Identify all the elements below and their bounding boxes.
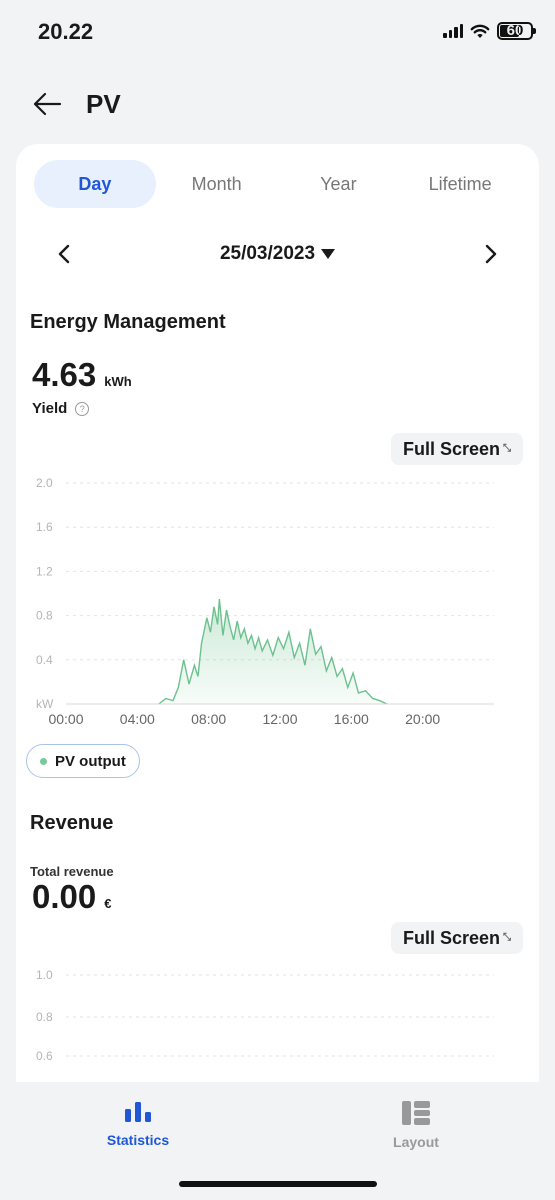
yield-unit: kWh	[104, 374, 132, 389]
statistics-card: Day Month Year Lifetime 25/03/2023 Energ…	[16, 144, 539, 1082]
date-picker[interactable]: 25/03/2023	[219, 243, 336, 265]
y-tick-label: 1.0	[36, 968, 53, 982]
revenue-title: Revenue	[30, 812, 114, 834]
x-tick-label: 16:00	[334, 711, 369, 727]
expand-icon: ⤡	[503, 932, 511, 943]
tab-lifetime[interactable]: Lifetime	[428, 173, 492, 194]
nav-layout-label: Layout	[393, 1134, 439, 1150]
x-tick-label: 04:00	[120, 711, 155, 727]
x-tick-label: 12:00	[262, 711, 297, 727]
fullscreen-label: Full Screen	[402, 438, 500, 459]
caret-down-icon	[321, 249, 336, 259]
yield-label: Yield	[32, 400, 68, 417]
revenue-fullscreen-label: Full Screen	[402, 927, 500, 948]
signal-icon	[443, 24, 463, 38]
tab-year[interactable]: Year	[320, 173, 357, 194]
x-tick-label: 08:00	[191, 711, 226, 727]
y-tick-label: 0.8	[36, 609, 53, 623]
pv-output-area	[158, 599, 387, 704]
nav-statistics-label: Statistics	[106, 1132, 170, 1148]
revenue-number: 0.00	[32, 878, 97, 915]
wifi-icon	[470, 24, 490, 38]
bar-chart-icon	[125, 1102, 151, 1122]
expand-icon: ⤡	[503, 443, 511, 454]
pv-output-line	[158, 598, 388, 705]
revenue-chart: 1.0 0.8 0.6	[36, 968, 494, 1063]
header: PV	[32, 84, 121, 124]
battery-level: 60	[506, 22, 524, 39]
period-tabs: Day Month Year Lifetime	[34, 160, 521, 208]
legend-label: PV output	[55, 752, 126, 770]
page-title: PV	[86, 88, 121, 119]
arrow-left-icon[interactable]	[32, 88, 64, 120]
status-time: 20.22	[38, 19, 94, 44]
chevron-left-icon[interactable]	[54, 242, 74, 266]
revenue-fullscreen-button[interactable]: Full Screen ⤡	[390, 922, 523, 954]
total-revenue-label: Total revenue	[30, 864, 114, 879]
nav-statistics[interactable]: Statistics	[78, 1100, 198, 1148]
chevron-right-icon[interactable]	[481, 242, 501, 266]
y-tick-label: 2.0	[36, 476, 53, 490]
status-bar: 20.22 60	[0, 0, 555, 66]
x-tick-label: 20:00	[405, 711, 440, 727]
tab-month[interactable]: Month	[191, 173, 242, 194]
bottom-nav: Statistics Layout	[0, 1082, 555, 1200]
energy-title: Energy Management	[30, 311, 226, 333]
yield-value: 4.63 kWh	[32, 356, 132, 394]
layout-icon	[402, 1101, 430, 1125]
yield-number: 4.63	[32, 356, 97, 393]
y-tick-label: 1.2	[36, 564, 53, 578]
y-tick-label: 1.6	[36, 520, 53, 534]
tab-day[interactable]: Day	[34, 160, 156, 208]
battery-icon: 60	[497, 22, 536, 40]
x-tick-label: 00:00	[48, 711, 83, 727]
home-indicator	[179, 1181, 377, 1187]
date-navigator: 25/03/2023	[54, 236, 501, 272]
help-icon[interactable]: ?	[75, 401, 90, 416]
nav-layout[interactable]: Layout	[356, 1100, 476, 1150]
legend-pv-output[interactable]: PV output	[26, 744, 140, 778]
fullscreen-button[interactable]: Full Screen ⤡	[390, 433, 523, 465]
legend-dot	[40, 757, 47, 765]
date-value: 25/03/2023	[219, 243, 316, 264]
y-tick-label: 0.4	[36, 653, 53, 667]
y-tick-label: 0.8	[36, 1010, 53, 1024]
yield-label-row: Yield ?	[32, 400, 90, 417]
status-icons: 60	[443, 22, 536, 40]
y-tick-label: 0.6	[36, 1049, 53, 1063]
revenue-unit: €	[104, 896, 112, 911]
revenue-value: 0.00 €	[32, 878, 111, 916]
y-tick-label: kW	[36, 697, 54, 711]
